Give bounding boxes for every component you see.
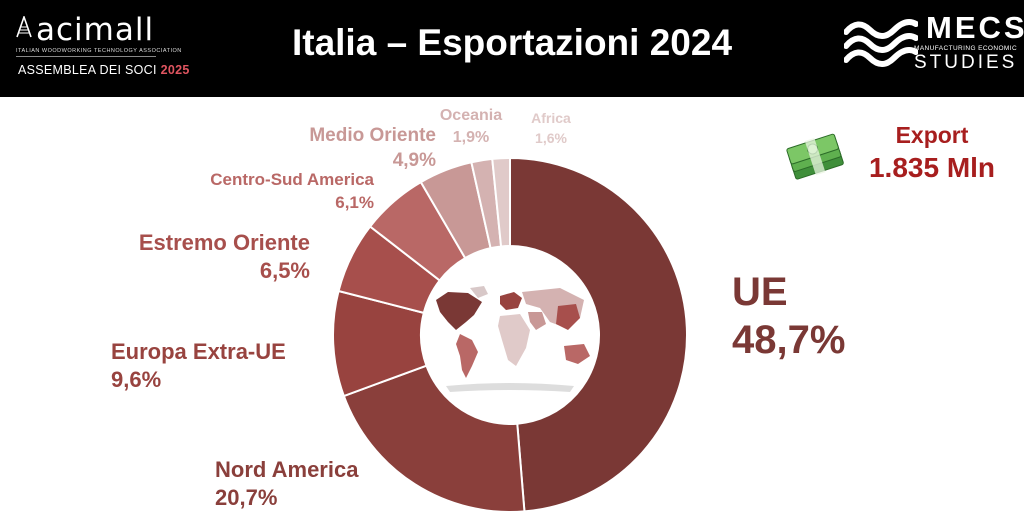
label-centro-sud-america: Centro-Sud America 6,1% bbox=[188, 168, 374, 214]
mecs-waves-icon bbox=[844, 19, 918, 67]
label-africa: Africa 1,6% bbox=[520, 108, 582, 148]
slice-name: Europa Extra-UE bbox=[111, 339, 286, 364]
export-value: 1.835 Mln bbox=[868, 152, 996, 183]
label-europa-extra-ue: Europa Extra-UE 9,6% bbox=[111, 338, 286, 394]
assembly-label: ASSEMBLEA DEI SOCI 2025 bbox=[18, 63, 190, 77]
label-oceania: Oceania 1,9% bbox=[436, 105, 506, 149]
slice-name: Medio Oriente bbox=[309, 125, 436, 146]
mecs-brand: MECS bbox=[926, 10, 1024, 45]
slice-name: Africa bbox=[531, 110, 571, 126]
slice-value: 9,6% bbox=[111, 367, 162, 392]
slice-name: Oceania bbox=[439, 107, 503, 124]
acimall-mark-icon bbox=[16, 16, 32, 38]
label-medio-oriente: Medio Oriente 4,9% bbox=[290, 123, 436, 173]
map-europe bbox=[500, 292, 522, 310]
map-africa bbox=[498, 314, 530, 366]
slice-value: 1,9% bbox=[452, 129, 490, 146]
assembly-text: ASSEMBLEA DEI SOCI bbox=[18, 63, 157, 77]
export-title: Export bbox=[895, 122, 969, 148]
map-greenland bbox=[470, 286, 488, 298]
label-ue: UE 48,7% bbox=[732, 268, 845, 364]
label-nord-america: Nord America 20,7% bbox=[215, 456, 358, 512]
slice-name: Nord America bbox=[215, 457, 359, 482]
slice-value: 1,6% bbox=[535, 130, 567, 146]
world-map-icon bbox=[421, 246, 599, 424]
acimall-logo: acimall ITALIAN WOODWORKING TECHNOLOGY A… bbox=[14, 10, 204, 90]
acimall-subtitle: ITALIAN WOODWORKING TECHNOLOGY ASSOCIATI… bbox=[16, 48, 182, 54]
slice-value: 6,5% bbox=[259, 258, 310, 283]
slice-value: 4,9% bbox=[392, 150, 436, 171]
slice-value: 6,1% bbox=[335, 193, 374, 212]
slice-value: 20,7% bbox=[215, 485, 278, 510]
slice-name: Centro-Sud America bbox=[210, 170, 374, 189]
acimall-brand: acimall bbox=[36, 12, 155, 48]
slice-name: UE bbox=[732, 270, 788, 314]
export-summary: Export 1.835 Mln bbox=[780, 122, 1010, 192]
mecs-subtitle: MANUFACTURING ECONOMIC bbox=[914, 45, 1018, 52]
assembly-year: 2025 bbox=[160, 63, 190, 77]
slice-name: Estremo Oriente bbox=[138, 230, 310, 255]
map-middle-east bbox=[528, 312, 546, 330]
mecs-studies: STUDIES bbox=[914, 52, 1018, 73]
map-oceania bbox=[564, 344, 590, 364]
header-bar: acimall ITALIAN WOODWORKING TECHNOLOGY A… bbox=[0, 0, 1024, 97]
logo-divider bbox=[16, 56, 156, 57]
page-title: Italia – Esportazioni 2024 bbox=[291, 22, 733, 63]
slice-value: 48,7% bbox=[732, 318, 846, 362]
mecs-logo: MECS MANUFACTURING ECONOMIC STUDIES bbox=[844, 10, 1024, 76]
map-south-america bbox=[456, 334, 478, 378]
money-stack-icon bbox=[786, 133, 844, 180]
map-antarctica bbox=[446, 383, 574, 392]
map-north-america bbox=[436, 292, 482, 330]
label-estremo-oriente: Estremo Oriente 6,5% bbox=[124, 229, 310, 285]
map-far-east bbox=[556, 304, 580, 330]
